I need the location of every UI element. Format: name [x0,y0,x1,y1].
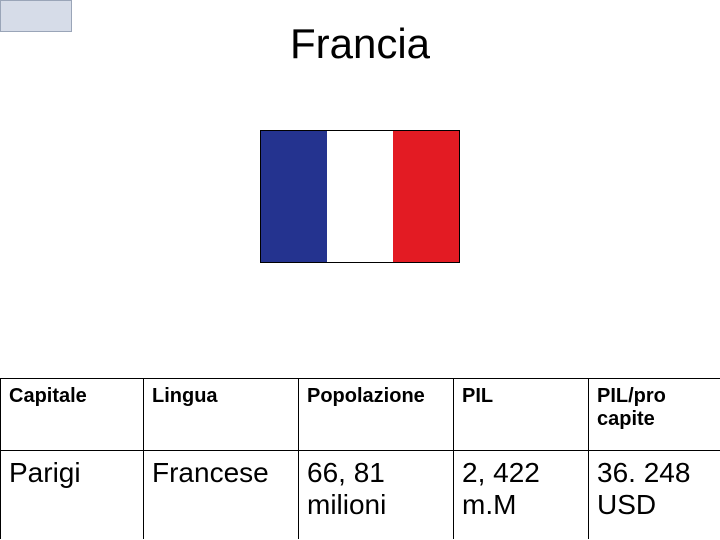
col-header-pil-capite: PIL/pro capite [589,379,720,451]
cell-popolazione: 66, 81 milioni [299,451,454,539]
flag-france [260,130,460,263]
col-header-capitale: Capitale [1,379,144,451]
flag-stripe-white [327,131,393,262]
cell-pil: 2, 422 m.M [454,451,589,539]
col-header-popolazione: Popolazione [299,379,454,451]
cell-lingua: Francese [144,451,299,539]
table-row: Parigi Francese 66, 81 milioni 2, 422 m.… [1,451,720,539]
flag-stripe-red [393,131,459,262]
country-data-table: Capitale Lingua Popolazione PIL PIL/pro … [0,378,720,539]
col-header-pil: PIL [454,379,589,451]
page-title: Francia [0,20,720,68]
cell-pil-capite: 36. 248 USD [589,451,720,539]
cell-capitale: Parigi [1,451,144,539]
table-header-row: Capitale Lingua Popolazione PIL PIL/pro … [1,379,720,451]
col-header-lingua: Lingua [144,379,299,451]
flag-stripe-blue [261,131,327,262]
